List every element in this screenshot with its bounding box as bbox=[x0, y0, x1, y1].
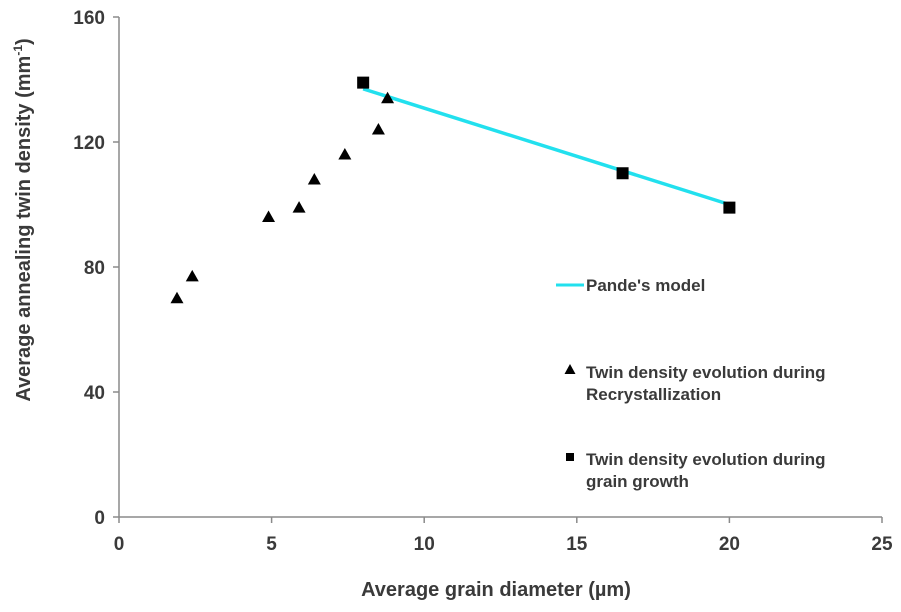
legend-item-grain-growth: Twin density evolution during grain grow… bbox=[566, 450, 826, 491]
grain-growth-point bbox=[357, 76, 370, 89]
legend-item-recrystallization: Twin density evolution during Recrystall… bbox=[564, 363, 826, 404]
y-axis-title-superscript: -1 bbox=[11, 45, 25, 56]
grain-growth-point bbox=[616, 167, 629, 180]
legend-triangle-swatch bbox=[564, 364, 576, 374]
axes bbox=[118, 17, 882, 518]
legend-label-grain-growth-line2: grain growth bbox=[586, 472, 689, 491]
recrystallization-point bbox=[371, 123, 385, 135]
recrystallization-point bbox=[262, 210, 276, 222]
legend-square-swatch bbox=[566, 453, 574, 461]
y-axis-title-close: ) bbox=[13, 38, 35, 45]
x-tick-label: 10 bbox=[414, 534, 435, 555]
ticks: 0 40 80 120 160 0 5 10 15 20 25 bbox=[73, 8, 893, 555]
pande-model-line bbox=[362, 87, 730, 207]
x-tick-label: 25 bbox=[871, 534, 893, 555]
recrystallization-point bbox=[185, 269, 199, 282]
legend: Pande's model Twin density evolution dur… bbox=[556, 276, 826, 491]
legend-label-grain-growth-line1: Twin density evolution during bbox=[586, 450, 826, 469]
x-tick-label: 15 bbox=[566, 534, 588, 555]
recrystallization-point bbox=[170, 291, 184, 304]
y-tick-label: 80 bbox=[84, 258, 105, 279]
recrystallization-point bbox=[338, 148, 352, 160]
y-tick-label: 120 bbox=[73, 133, 105, 154]
y-tick-label: 160 bbox=[73, 8, 105, 29]
recrystallization-point bbox=[307, 173, 321, 185]
legend-item-pande-model: Pande's model bbox=[556, 276, 705, 295]
y-axis-title-main: Average annealing twin density (mm bbox=[13, 56, 35, 402]
legend-label-pande-model: Pande's model bbox=[586, 276, 705, 295]
x-tick-label: 5 bbox=[266, 534, 277, 555]
legend-label-recrystallization-line2: Recrystallization bbox=[586, 385, 721, 404]
y-tick-label: 40 bbox=[84, 383, 105, 404]
legend-label-recrystallization-line1: Twin density evolution during bbox=[586, 363, 826, 382]
data-marks bbox=[170, 76, 736, 304]
x-tick-label: 0 bbox=[114, 534, 125, 555]
grain-growth-point bbox=[723, 201, 736, 214]
recrystallization-point bbox=[292, 201, 306, 213]
y-tick-label: 0 bbox=[94, 508, 105, 529]
recrystallization-point bbox=[381, 91, 395, 104]
x-tick-label: 20 bbox=[719, 534, 740, 555]
y-axis-title: Average annealing twin density (mm-1) bbox=[11, 38, 35, 401]
x-axis-title: Average grain diameter (µm) bbox=[361, 579, 631, 601]
